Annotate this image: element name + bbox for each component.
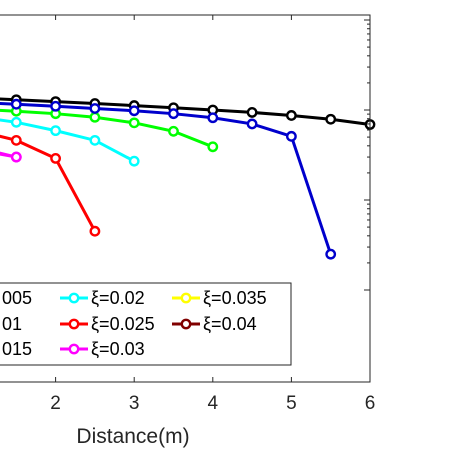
axes: 2 3 4 5 6 xyxy=(0,14,376,414)
series-3-point-2 xyxy=(89,225,101,237)
series-6-point-6 xyxy=(246,107,258,118)
series-line-2 xyxy=(0,118,135,163)
series-8-point-0 xyxy=(10,98,22,110)
legend: 005 ξ=0.02 ξ=0.035 01 ξ=0.025 ξ=0.04 015 ξ=0.03 xyxy=(0,282,292,366)
series-8-point-3 xyxy=(128,105,140,117)
series-2-point-3 xyxy=(128,155,140,167)
legend-box xyxy=(0,282,292,366)
series-8-point-5 xyxy=(207,112,219,124)
series-4-point-0 xyxy=(10,151,22,163)
series-2-point-1 xyxy=(50,125,61,137)
legend-label-2-1: ξ=0.03 xyxy=(91,339,145,359)
series-8-point-4 xyxy=(168,108,179,120)
legend-label-0-0: 005 xyxy=(2,288,32,308)
x-axis-label: Distance(m) xyxy=(76,425,189,448)
series-8-point-6 xyxy=(246,118,258,130)
series-6-point-7 xyxy=(285,110,297,121)
series-line-4 xyxy=(0,151,17,159)
x-tick-label-3: 5 xyxy=(286,393,297,414)
series-line-7 xyxy=(0,108,214,149)
legend-marker-0-2 xyxy=(180,292,192,304)
x-tick-label-4: 6 xyxy=(365,393,376,414)
series-8-point-1 xyxy=(50,100,61,112)
series-3-point-0 xyxy=(10,134,22,146)
plot-frame xyxy=(0,14,371,383)
series-3-point-1 xyxy=(50,152,61,164)
series-line-6 xyxy=(0,97,371,126)
series-7-point-2 xyxy=(89,111,101,123)
x-tick-label-1: 3 xyxy=(129,393,140,414)
legend-marker-1-2 xyxy=(180,318,192,330)
series-7-point-4 xyxy=(168,125,179,137)
legend-label-0-1: ξ=0.02 xyxy=(91,288,145,308)
x-tick-label-2: 4 xyxy=(208,393,219,414)
x-tick-label-0: 2 xyxy=(50,393,61,414)
series-8-point-8 xyxy=(325,248,337,260)
series-2-point-0 xyxy=(10,116,22,128)
series-7-point-5 xyxy=(207,141,219,153)
legend-marker-2-1 xyxy=(68,343,80,355)
plot-series-group xyxy=(0,94,376,260)
series-6-point-8 xyxy=(325,113,337,125)
legend-marker-0-1 xyxy=(68,292,80,304)
legend-label-1-2: ξ=0.04 xyxy=(203,314,257,334)
series-line-8 xyxy=(0,102,333,255)
series-7-point-3 xyxy=(128,117,140,129)
legend-label-2-0: 015 xyxy=(2,339,32,359)
series-8-point-2 xyxy=(89,103,101,114)
legend-label-1-0: 01 xyxy=(2,314,22,334)
legend-label-0-2: ξ=0.035 xyxy=(203,288,267,308)
legend-label-1-1: ξ=0.025 xyxy=(91,314,155,334)
series-2-point-2 xyxy=(89,134,101,146)
legend-marker-1-1 xyxy=(68,318,80,330)
series-8-point-7 xyxy=(285,130,297,142)
